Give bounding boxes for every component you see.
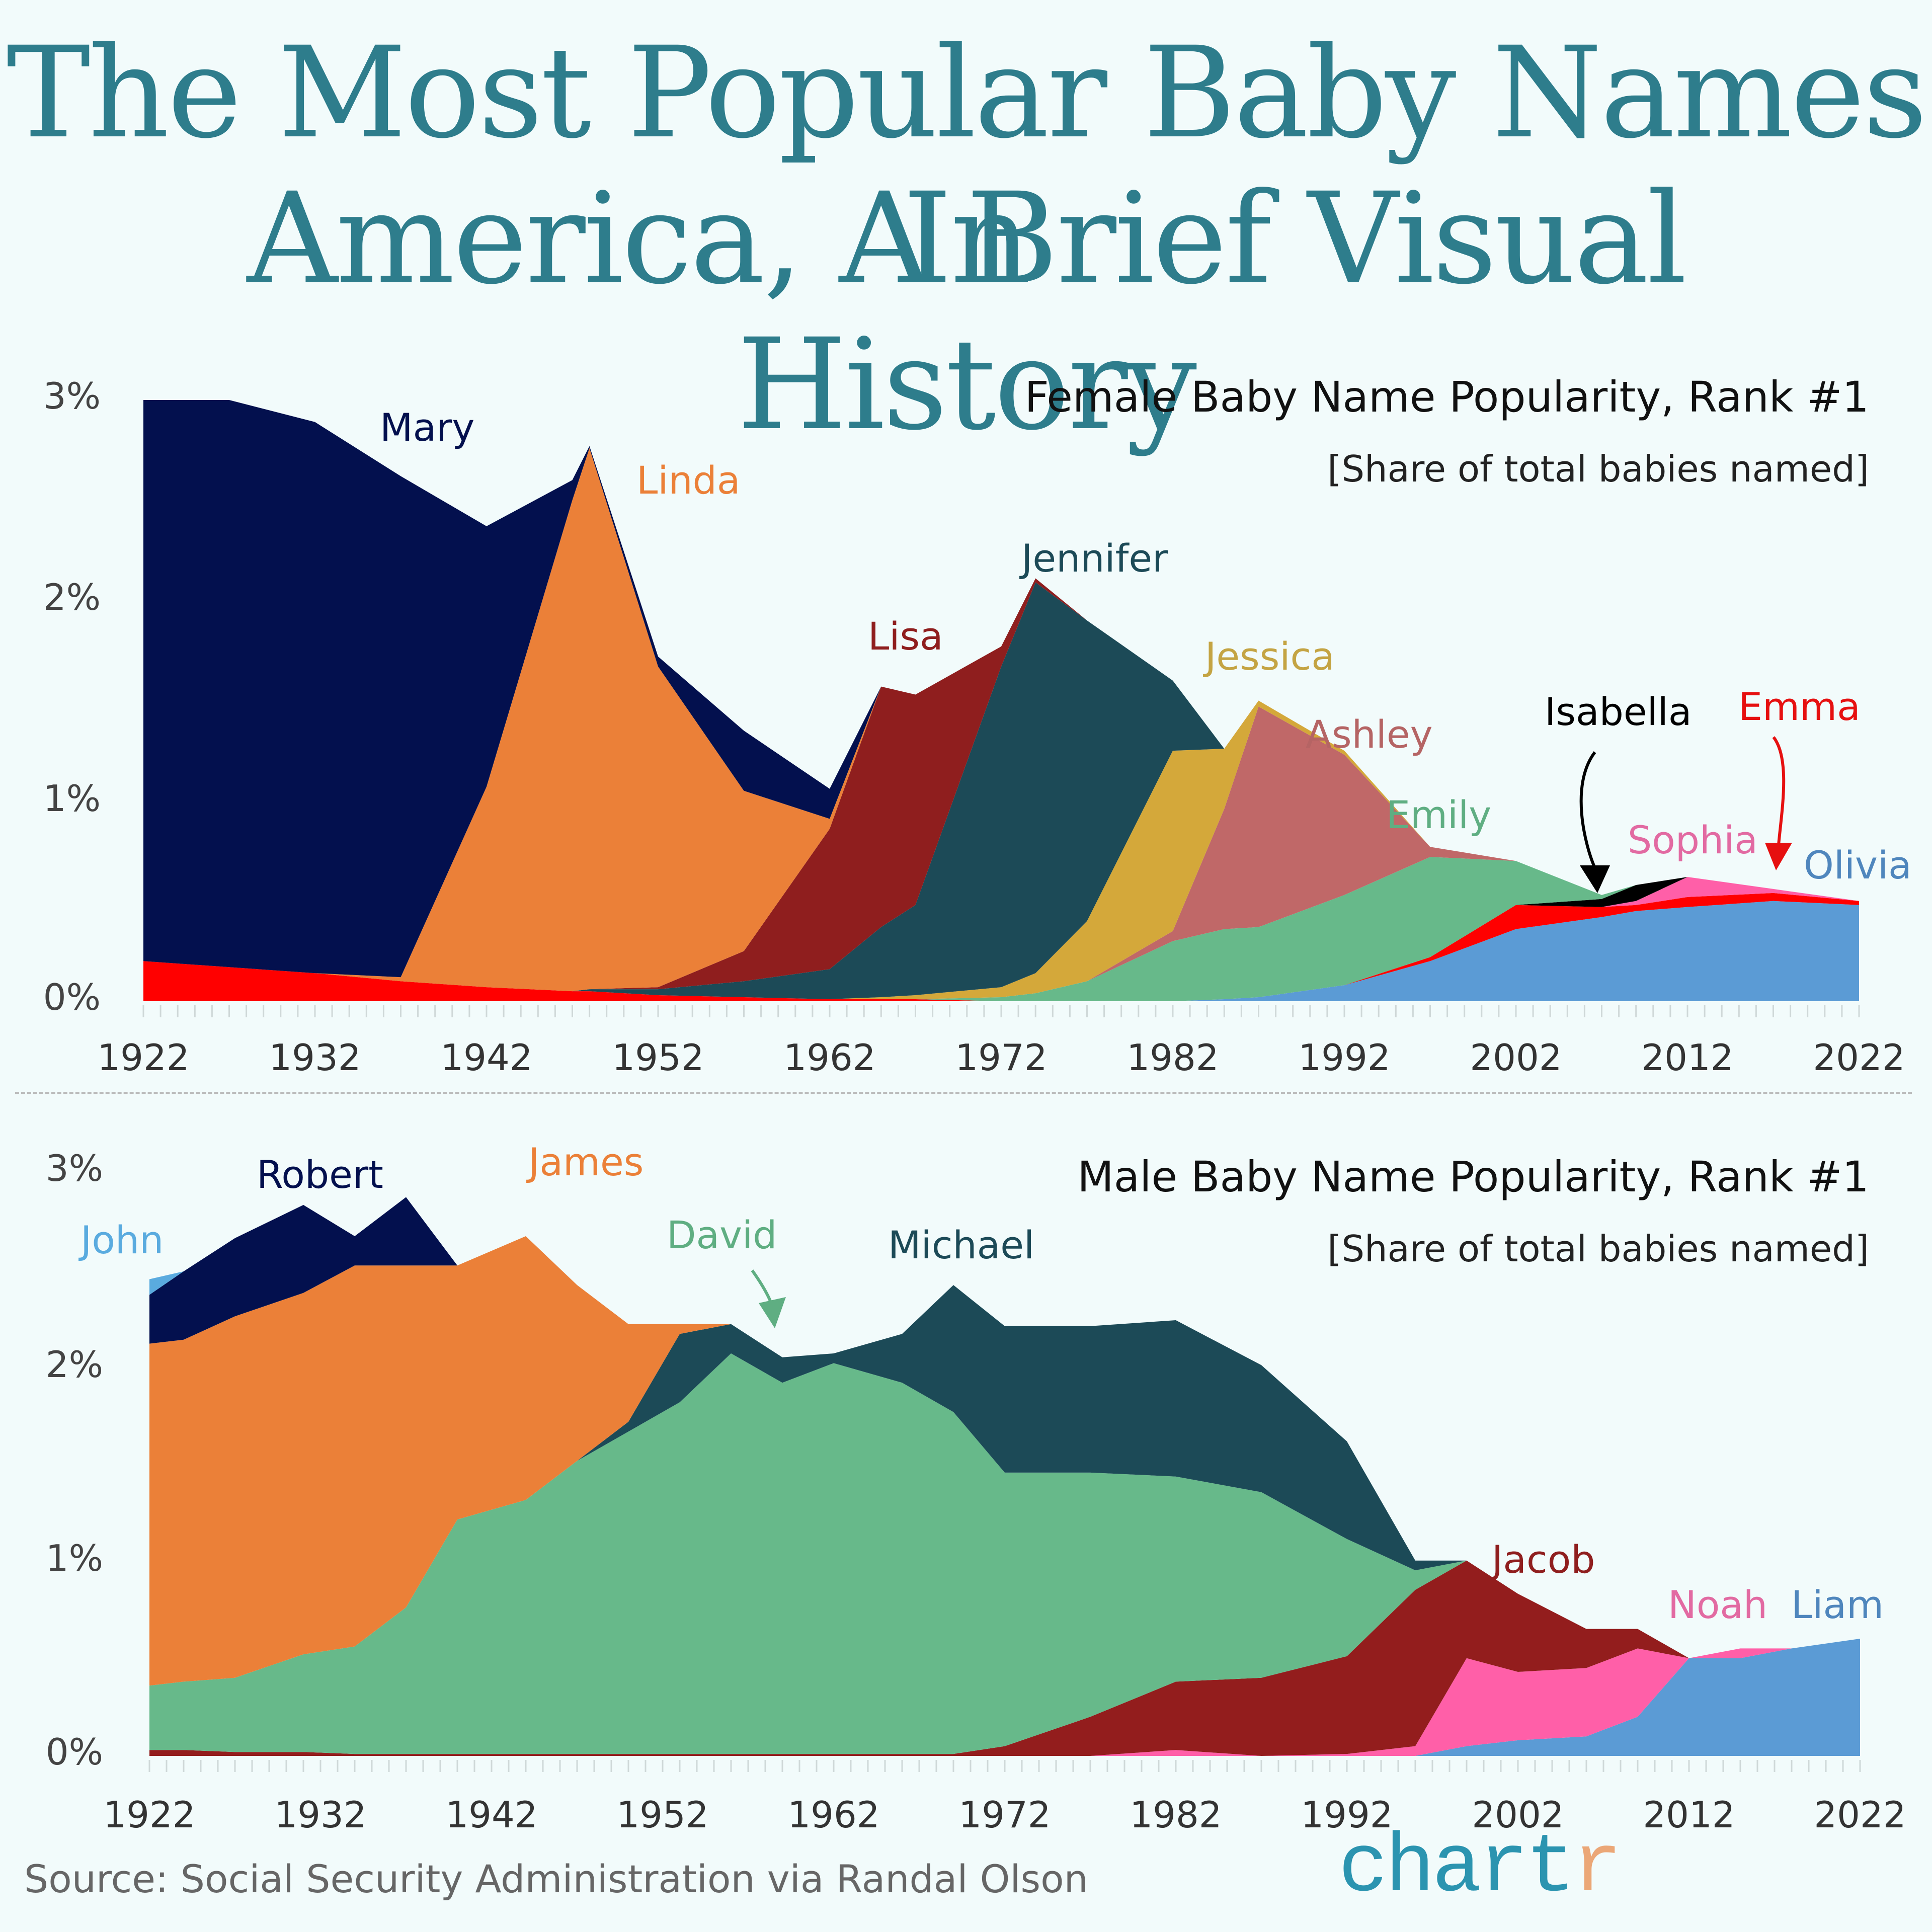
series-label-linda: Linda (636, 458, 741, 503)
male-ytick-1: 1% (45, 1537, 103, 1579)
x-tick-label: 2012 (1641, 1036, 1734, 1079)
male-ytick-3: 3% (45, 1147, 103, 1189)
emma-arrow-icon-head (1765, 843, 1792, 870)
area-liam (149, 1639, 1860, 1756)
female-area-plot (142, 400, 1860, 1017)
series-label-john: John (80, 1218, 164, 1262)
female-chart-title: Female Baby Name Popularity, Rank #1 (1024, 372, 1869, 422)
female-ytick-2: 2% (43, 576, 101, 618)
x-tick-label: 1922 (103, 1794, 196, 1836)
area-jennifer (143, 582, 1859, 999)
x-tick-label: 1932 (269, 1036, 361, 1079)
x-tick-label: 2002 (1470, 1036, 1562, 1079)
source-note: Source: Social Security Administration v… (24, 1857, 1088, 1901)
series-label-ashley: Ashley (1306, 712, 1433, 757)
x-tick-label: 1992 (1298, 1036, 1391, 1079)
series-label-jacob: Jacob (1492, 1537, 1595, 1582)
x-tick-label: 2022 (1814, 1794, 1906, 1836)
x-tick-label: 1962 (787, 1794, 880, 1836)
x-tick-label: 2022 (1813, 1036, 1905, 1079)
series-label-james: James (528, 1140, 644, 1184)
area-emily (143, 857, 1859, 1001)
logo-accent: r (1572, 1821, 1622, 1915)
x-tick-label: 1992 (1301, 1794, 1393, 1836)
area-sophia (143, 877, 1859, 1001)
area-david (149, 1353, 1860, 1754)
female-ytick-3: 3% (43, 375, 101, 417)
chartr-logo: chartr (1338, 1821, 1622, 1915)
page-title-line-2: America, A Brief Visual History (247, 166, 1687, 458)
chart-divider (15, 1092, 1912, 1094)
area-michael (149, 1285, 1860, 1686)
area-lisa (143, 578, 1859, 992)
series-label-david: David (667, 1213, 777, 1257)
area-linda (143, 448, 1859, 992)
x-tick-label: 2012 (1643, 1794, 1735, 1836)
series-label-emma: Emma (1738, 684, 1861, 729)
x-tick-label: 1952 (612, 1036, 704, 1079)
x-tick-label: 1972 (955, 1036, 1048, 1079)
x-tick-label: 1942 (440, 1036, 533, 1079)
female-chart-subtitle: [Share of total babies named] (1327, 448, 1869, 490)
area-jacob (149, 1560, 1860, 1756)
x-tick-label: 1982 (1130, 1794, 1222, 1836)
series-label-robert: Robert (257, 1152, 383, 1197)
series-label-lisa: Lisa (868, 614, 943, 659)
series-label-noah: Noah (1668, 1582, 1768, 1627)
series-label-jennifer: Jennifer (1021, 536, 1168, 581)
isabella-arrow-icon (1579, 751, 1596, 869)
series-label-sophia: Sophia (1628, 818, 1758, 862)
x-tick-label: 1932 (274, 1794, 367, 1836)
area-emma (143, 893, 1859, 1001)
male-area-plot (148, 1197, 1861, 1772)
area-olivia (143, 901, 1859, 1001)
x-tick-label: 2002 (1472, 1794, 1564, 1836)
series-label-michael: Michael (888, 1223, 1035, 1267)
male-ytick-2: 2% (45, 1343, 103, 1386)
area-noah (149, 1639, 1860, 1756)
david-arrow-icon-head (759, 1297, 786, 1328)
series-label-mary: Mary (380, 405, 475, 450)
series-label-jessica: Jessica (1205, 634, 1335, 679)
x-tick-label: 1952 (616, 1794, 709, 1836)
series-label-olivia: Olivia (1804, 843, 1912, 888)
logo-main: chart (1338, 1821, 1575, 1915)
female-ytick-1: 1% (43, 777, 101, 820)
series-label-liam: Liam (1791, 1582, 1884, 1627)
emma-arrow-icon (1772, 736, 1786, 846)
area-robert (149, 1197, 1860, 1658)
male-chart-subtitle: [Share of total babies named] (1327, 1228, 1869, 1270)
x-tick-label: 1982 (1126, 1036, 1219, 1079)
male-chart-title: Male Baby Name Popularity, Rank #1 (1077, 1152, 1869, 1201)
male-ytick-0: 0% (45, 1731, 103, 1773)
x-tick-label: 1972 (958, 1794, 1051, 1836)
x-tick-label: 1962 (783, 1036, 876, 1079)
series-label-emily: Emily (1386, 792, 1492, 837)
series-label-isabella: Isabella (1545, 689, 1692, 734)
female-ytick-0: 0% (43, 976, 101, 1018)
isabella-arrow-icon-head (1580, 865, 1610, 893)
area-mary (143, 400, 1859, 978)
area-james (149, 1236, 1860, 1686)
x-tick-label: 1922 (97, 1036, 190, 1079)
page-title-line-1: The Most Popular Baby Names In (6, 20, 1927, 312)
x-tick-label: 1942 (445, 1794, 538, 1836)
